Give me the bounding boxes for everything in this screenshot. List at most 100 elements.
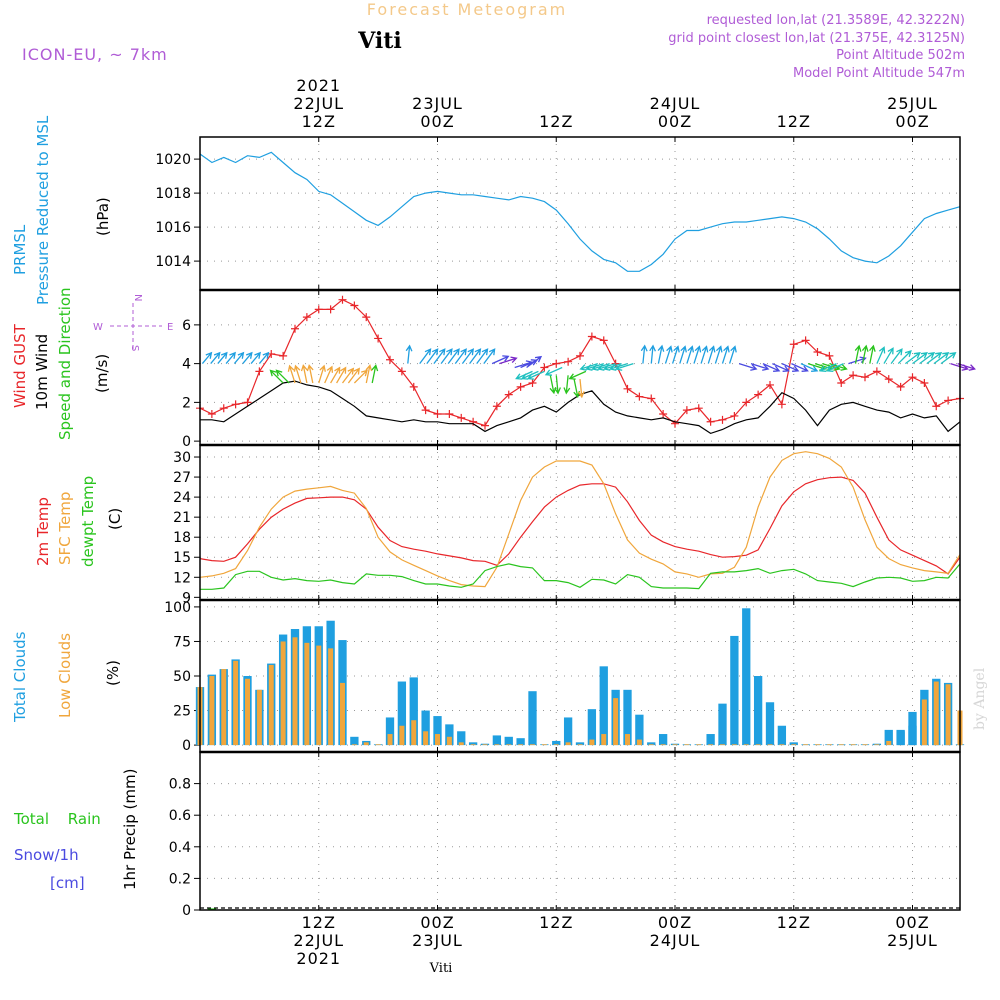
panel-0-ytick-label-0: 1014 <box>155 254 191 270</box>
panel-3-bar-0-48 <box>765 702 775 746</box>
panel-3-bar-1-34 <box>601 734 607 746</box>
wind-arrow-15 <box>324 365 334 384</box>
chart-title: Forecast Meteogram <box>367 0 567 19</box>
panel-3-bar-0-36 <box>623 689 632 746</box>
panel-2-ytick-label-5: 24 <box>173 490 191 506</box>
panel-3-bar-1-35 <box>613 698 619 746</box>
panel-3-bar-0-47 <box>753 676 763 746</box>
panel-2-ytick-label-6: 27 <box>173 470 191 486</box>
model-point-altitude: Model Point Altitude 547m <box>793 66 965 81</box>
wind-arrow-58 <box>657 344 665 364</box>
wind-arrow-81 <box>826 363 844 372</box>
panel-1-gust-marker-57 <box>872 367 881 376</box>
panel-4-ytick-label-2: 0.4 <box>169 840 191 856</box>
panel-1-gust-marker-63 <box>944 396 953 405</box>
wind-arrow-90 <box>905 351 921 365</box>
panel-1-gust-marker-32 <box>576 351 584 360</box>
panel-3-bar-2-0 <box>896 729 905 746</box>
panel-0-frame <box>199 136 961 291</box>
model-name: ICON-EU, ~ 7km <box>22 45 168 64</box>
panel-1-gust-marker-10 <box>314 305 323 314</box>
compass-w: W <box>93 322 103 333</box>
wind-arrow-38 <box>526 355 543 369</box>
panel-1-gust-marker-27 <box>516 382 525 391</box>
panel-3-bar-0-19 <box>421 710 430 746</box>
wind-arrow-75 <box>800 363 819 372</box>
wind-arrow-17 <box>336 366 347 384</box>
wind-arrow-25 <box>426 348 439 364</box>
panel-3-bar-1-48 <box>767 744 773 746</box>
wind-arrow-20 <box>353 369 368 384</box>
panel-1-gust-marker-14 <box>362 313 371 322</box>
top-tick-5-line-0: 25JUL <box>887 94 938 113</box>
wind-arrow-18 <box>341 367 355 384</box>
bottom-tick-0-line-0: 12Z <box>302 913 336 932</box>
panel-1-gust-marker-22 <box>457 413 466 422</box>
panel-2-ytick-label-7: 30 <box>173 450 191 466</box>
panel-3-bar-0-58 <box>884 729 893 746</box>
wind-arrow-85 <box>869 344 876 364</box>
wind-arrow-14 <box>318 364 326 384</box>
top-tick-4-line-0: 12Z <box>777 112 811 131</box>
panel-3-bar-0-17 <box>397 681 407 746</box>
wind-arrow-80 <box>819 363 837 372</box>
grid-point-coords: grid point closest lon,lat (21.375E, 42.… <box>668 31 965 46</box>
label-total-rain: Total Rain <box>13 810 101 828</box>
panel-3-bar-1-41 <box>684 744 690 746</box>
wind-arrow-71 <box>762 363 781 372</box>
panel-1-series-0 <box>199 298 961 427</box>
panel-1-gust-marker-49 <box>777 400 786 409</box>
top-tick-1-line-0: 23JUL <box>412 94 463 113</box>
wind-arrow-91 <box>912 351 928 365</box>
label-cm: [cm] <box>50 874 85 892</box>
panel-1-gust-marker-61 <box>920 379 929 387</box>
wind-arrow-6 <box>250 351 261 365</box>
panel-4: 0 0.2 0.4 0.6 0.8 <box>169 751 961 919</box>
panel-3-bar-1-19 <box>423 731 429 746</box>
panel-4-ytick-label-4: 0.8 <box>169 777 191 793</box>
panel-1-gust-marker-24 <box>481 421 489 430</box>
wind-arrow-0 <box>201 351 213 365</box>
panel-3-frame <box>199 599 961 753</box>
panel-1-gust-marker-36 <box>623 384 632 393</box>
wind-arrow-44 <box>544 366 563 376</box>
panel-3-bar-0-20 <box>433 716 442 746</box>
panel-1-gust-marker-55 <box>849 371 858 380</box>
panel-1-ytick-label-3: 6 <box>182 318 191 334</box>
panel-3-bar-1-2 <box>221 669 227 746</box>
panel-1-frame <box>199 289 961 446</box>
panel-1-gust-marker-16 <box>386 355 394 364</box>
wind-arrow-12 <box>300 364 308 384</box>
wind-arrow-65 <box>707 345 716 364</box>
panel-3-bar-1-36 <box>625 734 630 746</box>
panel-3-bar-1-58 <box>886 740 892 746</box>
wind-arrow-93 <box>926 351 943 365</box>
panel-1-gust-marker-47 <box>754 390 763 399</box>
label-prmsl: PRMSL <box>11 224 29 275</box>
panel-3-bar-0-22 <box>457 731 466 746</box>
panel-1-gust-marker-34 <box>599 336 608 345</box>
wind-arrow-8 <box>269 369 284 384</box>
top-tick-5-line-1: 00Z <box>895 112 929 131</box>
panel-3-bar-1-21 <box>446 736 452 746</box>
panel-1-gust-marker-4 <box>243 398 252 407</box>
wind-arrow-11 <box>293 364 302 384</box>
panel-1-gust-marker-40 <box>671 419 679 428</box>
wind-arrow-34 <box>491 355 510 365</box>
panel-3-bar-0-23 <box>468 742 478 746</box>
panel-2-ytick-label-0: 9 <box>182 590 191 606</box>
panel-2-ytick-label-1: 12 <box>173 570 191 586</box>
panel-3-bar-0-30 <box>552 740 561 746</box>
label-ms: (m/s) <box>93 354 111 393</box>
panel-1-gust-marker-21 <box>445 410 454 418</box>
panel-3-bar-0-34 <box>599 666 608 746</box>
label-wind-gust: Wind GUST <box>11 323 29 408</box>
panel-3-bar-1-20 <box>435 734 440 746</box>
wind-arrow-86 <box>876 346 886 364</box>
panel-3-bar-0-26 <box>504 736 513 746</box>
panel-2-series-1 <box>199 451 961 588</box>
panel-4-ytick-label-3: 0.6 <box>169 808 191 824</box>
wind-arrow-56 <box>640 344 648 364</box>
panel-1-gust-marker-25 <box>492 402 501 411</box>
